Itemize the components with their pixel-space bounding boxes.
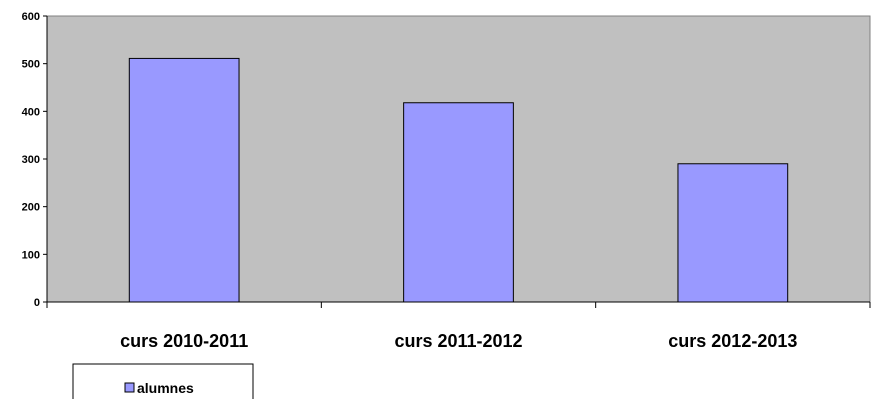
legend-box <box>72 363 254 399</box>
y-tick-label: 600 <box>22 11 40 23</box>
y-tick-label: 300 <box>22 154 40 166</box>
y-tick-label: 200 <box>22 202 40 214</box>
x-category-label: curs 2011-2012 <box>394 331 522 351</box>
y-tick-label: 100 <box>22 249 40 261</box>
bar-2 <box>403 102 514 303</box>
bars-group <box>128 57 789 303</box>
y-tick-label: 500 <box>22 59 40 71</box>
legend-label-alumnes: alumnes <box>137 380 194 396</box>
bar-1 <box>128 57 240 303</box>
x-axis-categories: curs 2010-2011 curs 2011-2012 curs 2012-20… <box>46 302 871 351</box>
legend-swatch <box>124 382 135 393</box>
x-category-label: curs 2010-2011 <box>120 331 248 351</box>
y-tick-label: 400 <box>22 106 40 118</box>
y-tick-label: 0 <box>34 297 40 309</box>
x-category-label: curs 2012-2013 <box>668 331 797 351</box>
legend: alumnes <box>72 363 254 399</box>
bar-3 <box>677 163 789 303</box>
y-axis-ticks: 0 100 200 300 400 500 600 <box>22 11 47 309</box>
